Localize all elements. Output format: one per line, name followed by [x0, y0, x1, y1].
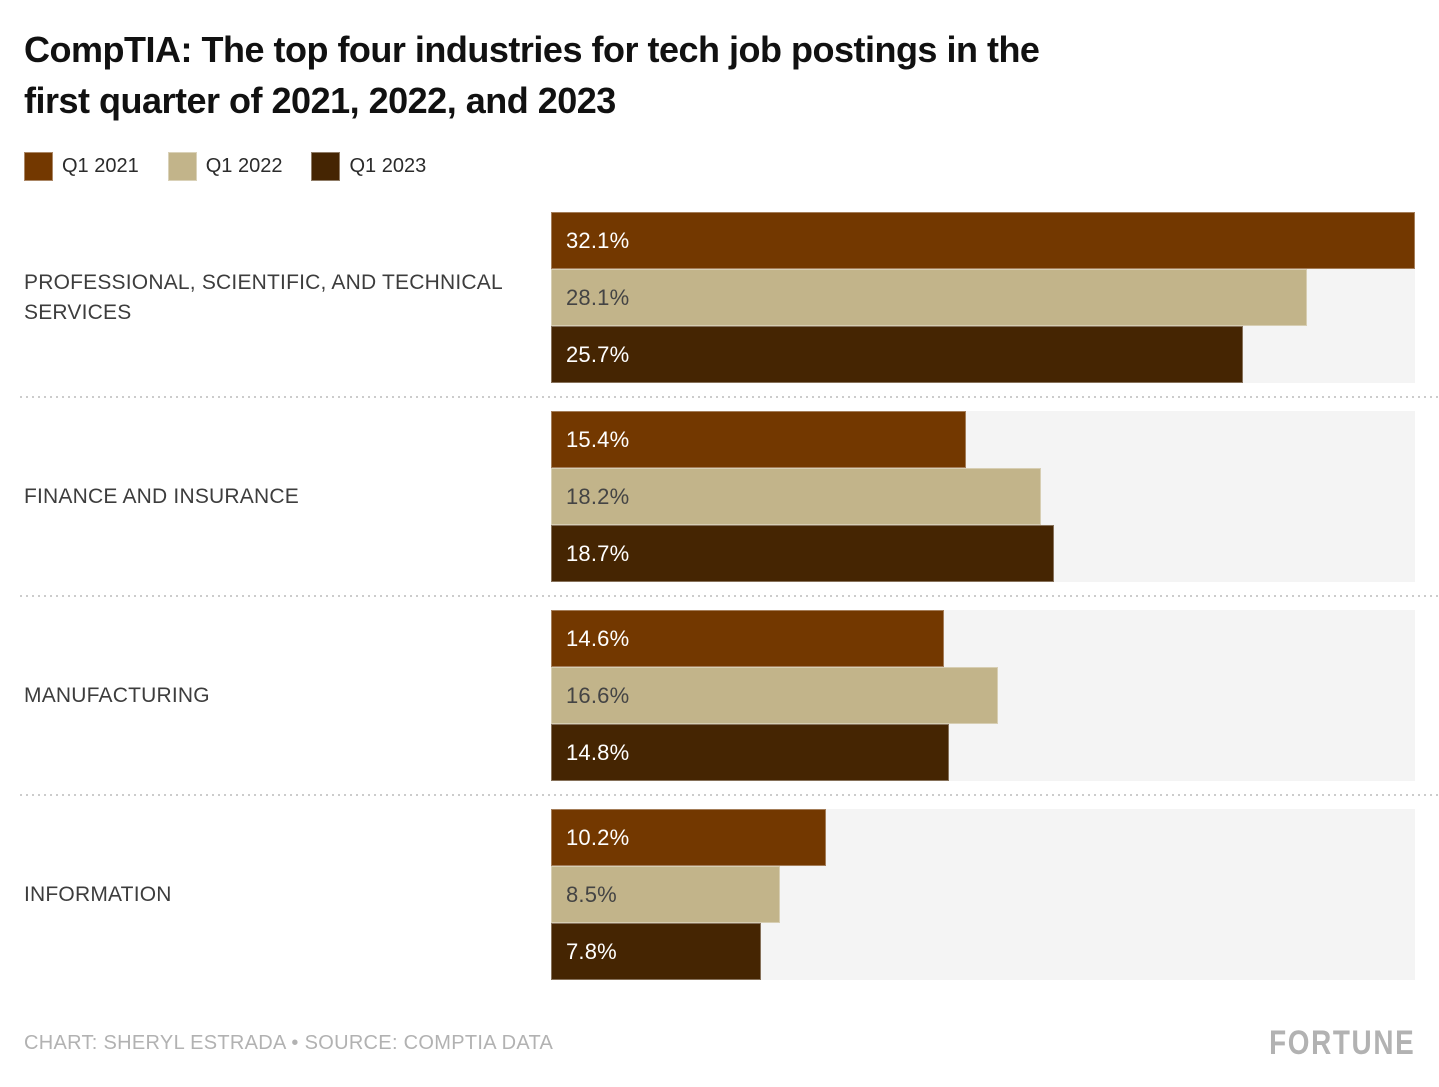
- bar-q1-2023: 18.7%: [551, 525, 1055, 583]
- category-label: INFORMATION: [24, 883, 172, 907]
- legend-swatch-q1-2022: [167, 152, 197, 182]
- bar-value-label: 14.6%: [566, 625, 630, 651]
- group-divider-line: [20, 794, 1439, 797]
- legend-item-q1-2022: Q1 2022: [167, 152, 283, 182]
- bar-value-label: 18.2%: [566, 483, 630, 509]
- bar-value-label: 8.5%: [566, 881, 617, 907]
- bar-q1-2023: 7.8%: [551, 923, 761, 981]
- legend-item-q1-2021: Q1 2021: [24, 152, 139, 182]
- group-divider: [0, 383, 1439, 411]
- footer: CHART: SHERYL ESTRADA • SOURCE: COMPTIA …: [24, 1024, 1415, 1063]
- bar-row-q1-2023: 25.7%: [551, 326, 1415, 384]
- category-group: PROFESSIONAL, SCIENTIFIC, AND TECHNICAL …: [0, 212, 1439, 384]
- bar-q1-2023: 25.7%: [551, 326, 1243, 384]
- bar-value-label: 18.7%: [566, 540, 630, 566]
- bar-row-q1-2021: 32.1%: [551, 212, 1415, 270]
- bar-row-q1-2021: 15.4%: [551, 411, 1415, 469]
- group-divider-line: [20, 396, 1439, 399]
- bar-q1-2021: 14.6%: [551, 610, 944, 668]
- bar-row-q1-2022: 8.5%: [551, 866, 1415, 924]
- bar-chart: PROFESSIONAL, SCIENTIFIC, AND TECHNICAL …: [0, 212, 1439, 981]
- legend-label-q1-2021: Q1 2021: [62, 155, 139, 178]
- bar-value-label: 25.7%: [566, 341, 630, 367]
- category-label: PROFESSIONAL, SCIENTIFIC, AND TECHNICAL …: [24, 271, 503, 324]
- bar-track: 15.4% 18.2% 18.7%: [551, 411, 1415, 583]
- bar-track: 32.1% 28.1% 25.7%: [551, 212, 1415, 384]
- category-group: MANUFACTURING 14.6% 16.6% 14.8%: [0, 610, 1439, 782]
- legend-swatch-q1-2023: [311, 152, 341, 182]
- bar-q1-2021: 15.4%: [551, 411, 966, 469]
- bar-value-label: 32.1%: [566, 227, 630, 253]
- category-group: FINANCE AND INSURANCE 15.4% 18.2% 18.7%: [0, 411, 1439, 583]
- group-divider-line: [20, 595, 1439, 598]
- bar-track: 10.2% 8.5% 7.8%: [551, 809, 1415, 981]
- bar-row-q1-2022: 16.6%: [551, 667, 1415, 725]
- bar-q1-2023: 14.8%: [551, 724, 950, 782]
- bar-value-label: 16.6%: [566, 682, 630, 708]
- bar-q1-2022: 28.1%: [551, 269, 1308, 327]
- bar-q1-2022: 8.5%: [551, 866, 780, 924]
- legend: Q1 2021 Q1 2022 Q1 2023: [24, 152, 1415, 182]
- bar-row-q1-2021: 10.2%: [551, 809, 1415, 867]
- bar-q1-2022: 18.2%: [551, 468, 1041, 526]
- fortune-logo: FORTUNE: [1268, 1024, 1415, 1063]
- bar-row-q1-2023: 14.8%: [551, 724, 1415, 782]
- chart-title: CompTIA: The top four industries for tec…: [24, 29, 1040, 122]
- bar-row-q1-2023: 7.8%: [551, 923, 1415, 981]
- legend-label-q1-2023: Q1 2023: [349, 155, 427, 178]
- bar-value-label: 28.1%: [566, 284, 630, 310]
- group-divider: [0, 781, 1439, 809]
- legend-swatch-q1-2021: [24, 152, 53, 182]
- bar-value-label: 10.2%: [566, 824, 630, 850]
- bar-row-q1-2022: 28.1%: [551, 269, 1415, 327]
- bar-q1-2021: 32.1%: [551, 212, 1415, 270]
- bar-value-label: 7.8%: [566, 938, 617, 964]
- chart-credit: CHART: SHERYL ESTRADA • SOURCE: COMPTIA …: [24, 1032, 554, 1055]
- bar-q1-2022: 16.6%: [551, 667, 998, 725]
- bar-row-q1-2022: 18.2%: [551, 468, 1415, 526]
- bar-value-label: 14.8%: [566, 739, 630, 765]
- bar-row-q1-2021: 14.6%: [551, 610, 1415, 668]
- legend-item-q1-2023: Q1 2023: [311, 152, 427, 182]
- bar-q1-2021: 10.2%: [551, 809, 826, 867]
- legend-label-q1-2022: Q1 2022: [205, 155, 283, 178]
- group-divider: [0, 582, 1439, 610]
- bar-value-label: 15.4%: [566, 426, 630, 452]
- category-label: FINANCE AND INSURANCE: [24, 485, 299, 509]
- bar-track: 14.6% 16.6% 14.8%: [551, 610, 1415, 782]
- bar-row-q1-2023: 18.7%: [551, 525, 1415, 583]
- category-group: INFORMATION 10.2% 8.5% 7.8%: [0, 809, 1439, 981]
- category-label: MANUFACTURING: [24, 684, 210, 708]
